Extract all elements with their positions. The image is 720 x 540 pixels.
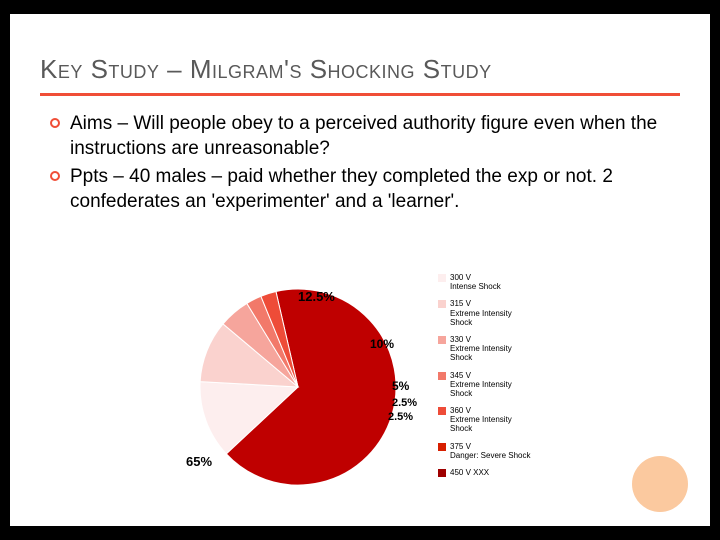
legend-label: 345 VExtreme Intensity Shock [450, 371, 535, 399]
bullet-ring-icon [50, 171, 60, 181]
bullet-item: Ppts – 40 males – paid whether they comp… [50, 165, 680, 214]
legend-item: 360 VExtreme Intensity Shock [438, 406, 535, 434]
legend-label: 375 VDanger: Severe Shock [450, 442, 531, 460]
legend-item: 330 VExtreme Intensity Shock [438, 335, 535, 363]
legend-label: 300 VIntense Shock [450, 273, 501, 291]
legend-label: 360 VExtreme Intensity Shock [450, 406, 535, 434]
legend-swatch [438, 274, 446, 282]
legend-item: 375 VDanger: Severe Shock [438, 442, 535, 460]
bullet-item: Aims – Will people obey to a perceived a… [50, 112, 680, 161]
pie-slice-label: 2.5% [388, 411, 413, 423]
bullet-list: Aims – Will people obey to a perceived a… [50, 112, 680, 215]
slide: Key Study – Milgram's Shocking Study Aim… [10, 14, 710, 526]
legend-item: 315 VExtreme Intensity Shock [438, 299, 535, 327]
legend-swatch [438, 336, 446, 344]
legend-label: 330 VExtreme Intensity Shock [450, 335, 535, 363]
bullet-ring-icon [50, 118, 60, 128]
legend-item: 450 V XXX [438, 468, 535, 477]
legend-label: 450 V XXX [450, 468, 489, 477]
pie-slice-label: 12.5% [298, 289, 335, 304]
legend-swatch [438, 300, 446, 308]
pie-slice-label: 5% [392, 379, 409, 393]
legend-label: 315 VExtreme Intensity Shock [450, 299, 535, 327]
legend-swatch [438, 443, 446, 451]
pie-chart: 65% 12.5% 10% 5% 2.5% 2.5% 300 VIntense Shock… [180, 269, 540, 499]
pie-slice-label: 65% [186, 454, 212, 469]
pie-svg [190, 279, 406, 495]
legend-swatch [438, 469, 446, 477]
legend-swatch [438, 407, 446, 415]
slide-title: Key Study – Milgram's Shocking Study [40, 54, 680, 85]
corner-circle-decoration [632, 456, 688, 512]
accent-line [40, 93, 680, 96]
legend-item: 300 VIntense Shock [438, 273, 535, 291]
bullet-text: Aims – Will people obey to a perceived a… [70, 112, 680, 161]
legend-swatch [438, 372, 446, 380]
legend-item: 345 VExtreme Intensity Shock [438, 371, 535, 399]
chart-legend: 300 VIntense Shock 315 VExtreme Intensity… [438, 273, 535, 485]
pie-slice-label: 10% [370, 337, 394, 351]
pie-slice-label: 2.5% [392, 397, 417, 409]
bullet-text: Ppts – 40 males – paid whether they comp… [70, 165, 680, 214]
